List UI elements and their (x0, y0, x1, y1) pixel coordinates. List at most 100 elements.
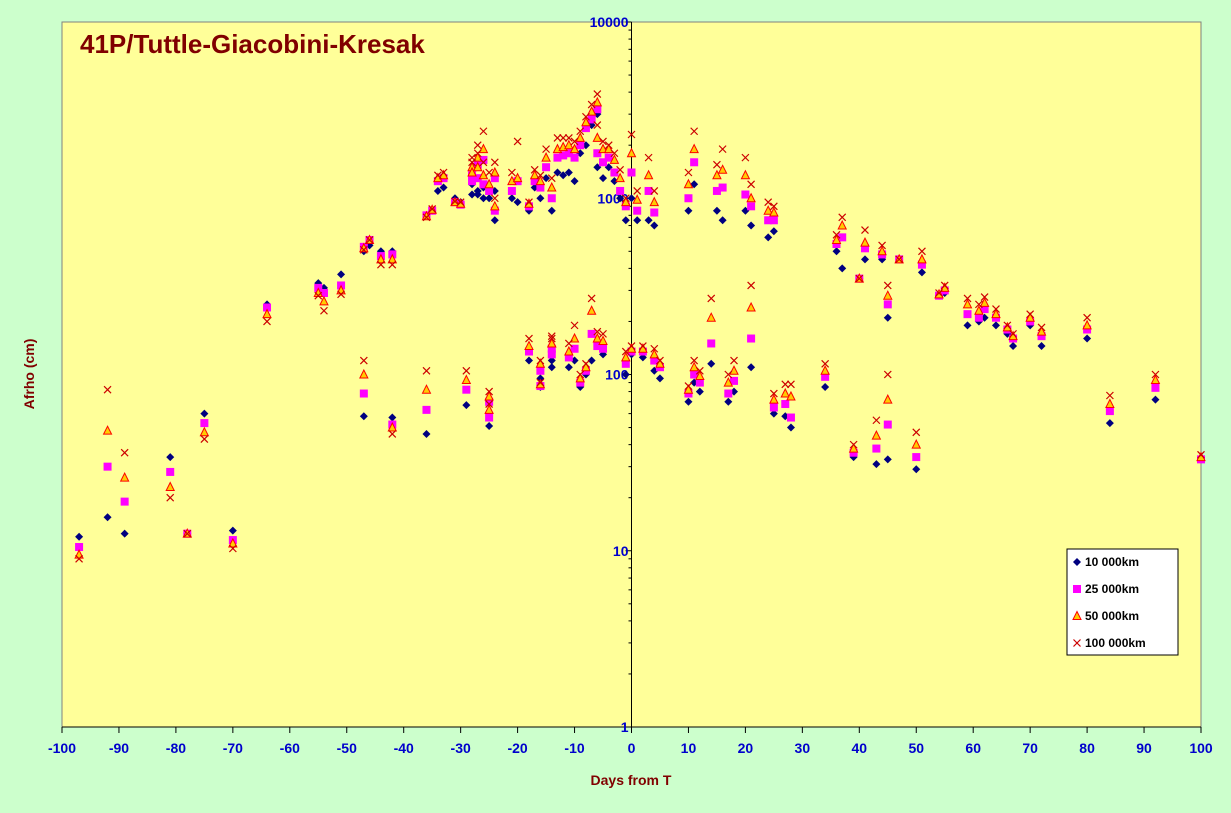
data-point (786, 423, 795, 432)
data-points (74, 90, 1206, 563)
data-point (633, 216, 642, 225)
x-axis-title: Days from T (591, 772, 672, 788)
y-tick-label: 1 (621, 719, 629, 735)
data-point (365, 236, 374, 244)
data-point (643, 169, 654, 180)
data-point (570, 177, 579, 186)
data-point (536, 183, 545, 192)
data-point (991, 308, 1001, 319)
data-point (468, 158, 476, 167)
legend-item: 50 000km (1072, 609, 1139, 623)
data-point (849, 440, 858, 449)
data-point (769, 389, 778, 398)
data-point (581, 124, 590, 133)
data-point (536, 356, 545, 365)
data-point (542, 145, 550, 154)
data-point (490, 200, 500, 211)
legend-item: 100 000km (1073, 636, 1146, 650)
data-point (1105, 398, 1115, 409)
x-tick-label: 50 (908, 740, 924, 756)
data-point (1150, 374, 1161, 385)
data-point (690, 127, 699, 136)
data-point (707, 359, 716, 368)
data-point (1009, 329, 1017, 338)
data-point (524, 347, 533, 356)
data-point (575, 132, 586, 142)
data-point (883, 281, 892, 290)
data-point (559, 151, 568, 160)
legend-marker (1073, 639, 1081, 647)
data-point (962, 298, 973, 309)
data-point (644, 216, 653, 225)
legend-marker (1073, 558, 1081, 566)
x-tick-label: -60 (280, 740, 300, 756)
data-point (120, 497, 129, 506)
data-point (883, 300, 892, 309)
data-point (1197, 450, 1205, 459)
legend-marker (1073, 585, 1081, 593)
data-point (485, 397, 494, 406)
x-tick-label: 90 (1136, 740, 1152, 756)
data-point (712, 186, 721, 195)
data-point (536, 366, 545, 375)
data-point (103, 385, 112, 394)
data-point (388, 430, 397, 438)
data-point (649, 348, 660, 359)
data-point (103, 462, 112, 471)
data-point (473, 190, 482, 199)
data-point (747, 281, 756, 290)
x-tick-label: -20 (507, 740, 527, 756)
x-tick-label: 80 (1079, 740, 1095, 756)
data-point (490, 206, 499, 215)
data-point (638, 342, 647, 350)
data-point (524, 340, 534, 351)
data-point (490, 158, 499, 167)
data-point (559, 133, 568, 142)
data-point (832, 230, 841, 239)
data-point (262, 308, 272, 319)
legend-item: 25 000km (1073, 582, 1139, 596)
data-point (1037, 342, 1046, 351)
data-point (593, 90, 602, 98)
data-point (832, 247, 841, 256)
data-point (387, 421, 398, 432)
data-point (553, 153, 562, 162)
data-point (166, 453, 175, 462)
data-point (484, 390, 494, 401)
data-point (769, 394, 779, 404)
data-point (462, 366, 471, 375)
data-point (263, 303, 272, 312)
data-point (764, 198, 773, 207)
data-point (872, 416, 881, 425)
data-point (564, 168, 573, 177)
data-point (621, 216, 630, 225)
data-point (507, 194, 516, 203)
data-point (764, 216, 773, 225)
data-point (1083, 334, 1092, 343)
data-point (536, 171, 545, 180)
data-point (769, 409, 778, 418)
data-point (593, 342, 602, 351)
data-point (422, 213, 431, 222)
data-point (1151, 383, 1160, 392)
data-point (120, 448, 129, 457)
x-tick-label: 30 (795, 740, 811, 756)
data-point (485, 422, 494, 431)
data-point (570, 137, 579, 146)
x-tick-label: 20 (738, 740, 754, 756)
data-point (593, 327, 602, 336)
data-point (831, 234, 842, 244)
data-point (764, 233, 773, 242)
data-point (524, 198, 534, 208)
data-point (627, 130, 636, 139)
data-point (610, 168, 619, 177)
data-point (769, 202, 778, 211)
data-point (473, 174, 482, 183)
data-point (559, 171, 568, 180)
data-point (547, 363, 556, 372)
data-point (485, 194, 494, 203)
data-point (689, 361, 699, 372)
data-point (627, 342, 636, 350)
data-point (485, 186, 494, 195)
data-point (484, 178, 494, 189)
